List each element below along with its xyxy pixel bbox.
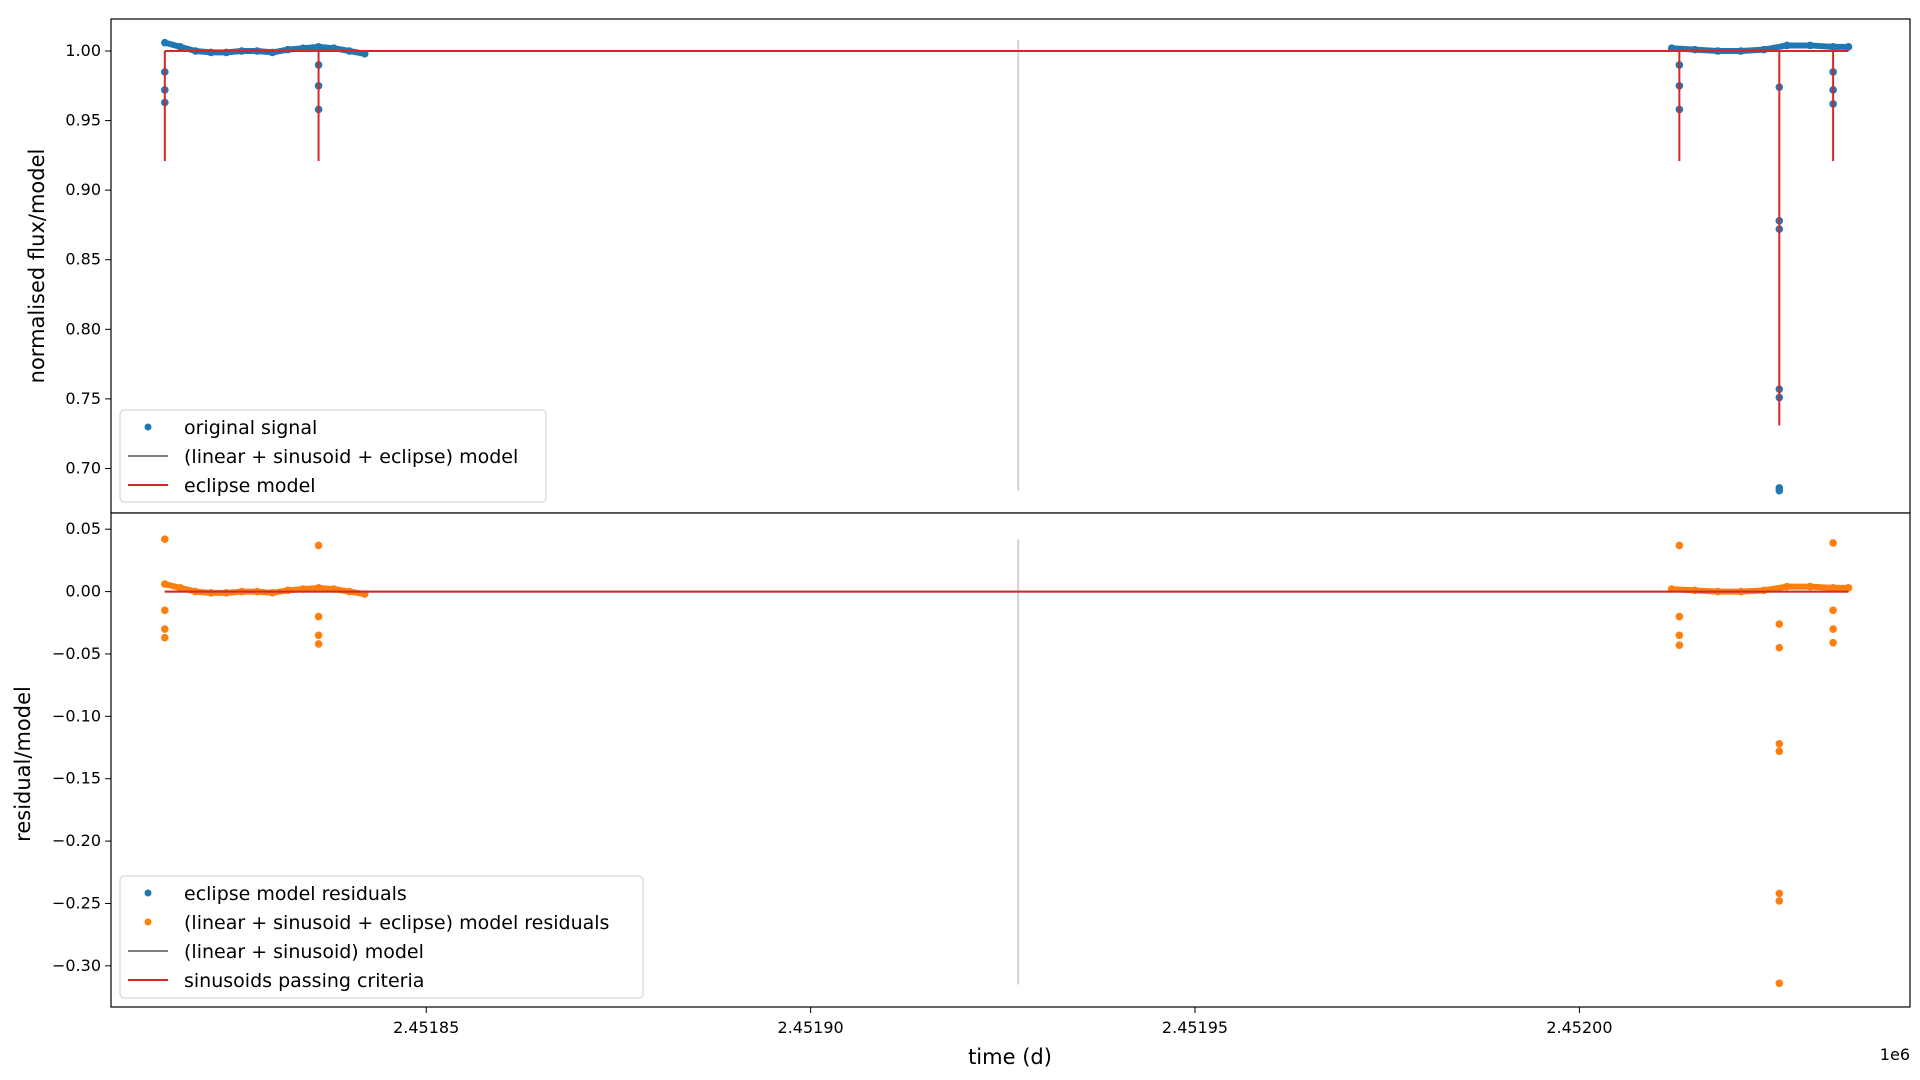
data-point <box>1775 747 1784 756</box>
legend-marker <box>144 918 152 926</box>
bottom-legend: eclipse model residuals (linear + sinusoi… <box>119 875 644 999</box>
data-point <box>1829 638 1837 647</box>
legend-entry-label: (linear + sinusoid + eclipse) model <box>184 446 518 468</box>
data-point-band <box>1760 42 1790 53</box>
y-tick-label: 0.90 <box>65 180 101 199</box>
data-point <box>1829 539 1837 547</box>
x-tick-label: 2.45195 <box>1162 1018 1228 1037</box>
legend-entry-label: (linear + sinusoid) model <box>184 941 424 963</box>
y-tick-label: 0.70 <box>65 458 101 477</box>
top-ticks: 0.70 0.75 0.80 0.85 0.90 0.95 1.00 <box>65 41 111 477</box>
top-y-axis-label: normalised flux/model <box>25 149 49 384</box>
y-tick-label: 0.85 <box>65 250 101 269</box>
data-point <box>1829 606 1837 615</box>
data-point <box>1675 612 1684 621</box>
data-point <box>1775 643 1784 652</box>
legend-entry-label: original signal <box>184 417 317 439</box>
legend-entry-label: sinusoids passing criteria <box>184 970 424 992</box>
data-point <box>1675 541 1684 550</box>
legend-entry-label: (linear + sinusoid + eclipse) model resi… <box>184 912 609 934</box>
data-point <box>1775 486 1784 495</box>
y-tick-label: −0.25 <box>52 893 101 912</box>
top-panel: 0.70 0.75 0.80 0.85 0.90 0.95 1.00 normalised … <box>25 18 1911 514</box>
legend-box <box>119 875 644 999</box>
data-point <box>1775 889 1784 898</box>
x-tick-label: 2.45190 <box>778 1018 844 1037</box>
top-legend: original signal (linear + sinusoid + ecli… <box>119 409 547 503</box>
data-point <box>1775 620 1784 628</box>
top-marks <box>161 38 1853 495</box>
data-point-band <box>1760 583 1790 594</box>
bottom-ticks: −0.30 −0.25 −0.20 −0.15 −0.10 −0.05 0.00 0.05 2.… <box>52 519 1613 1037</box>
data-point-band <box>1807 583 1837 591</box>
y-tick-label: −0.10 <box>52 706 101 725</box>
data-point <box>161 535 169 543</box>
data-point-band <box>1807 42 1837 50</box>
data-point-band <box>1668 586 1698 594</box>
legend-box <box>119 409 547 503</box>
y-tick-label: −0.20 <box>52 831 101 850</box>
data-point <box>314 631 323 640</box>
data-point <box>161 606 169 615</box>
y-tick-label: −0.15 <box>52 769 101 788</box>
x-tick-label: 2.45185 <box>393 1018 459 1037</box>
data-point <box>1775 979 1784 988</box>
x-axis-label: time (d) <box>968 1045 1052 1069</box>
data-point <box>161 633 169 642</box>
legend-marker <box>144 423 152 431</box>
data-point <box>314 612 323 621</box>
x-tick-label: 2.45200 <box>1546 1018 1612 1037</box>
bottom-y-axis-label: residual/model <box>11 686 35 842</box>
data-point <box>1675 631 1684 640</box>
y-tick-label: −0.05 <box>52 644 101 663</box>
data-point <box>161 625 169 633</box>
y-tick-label: 0.05 <box>65 519 101 538</box>
y-tick-label: 0.00 <box>65 582 101 601</box>
legend-marker <box>144 889 152 897</box>
data-point <box>314 640 323 648</box>
data-point <box>1775 897 1784 905</box>
y-tick-label: −0.30 <box>52 956 101 975</box>
bottom-plot-frame <box>110 512 1911 1008</box>
bottom-panel: −0.30 −0.25 −0.20 −0.15 −0.10 −0.05 0.00 0.05 2.… <box>11 512 1911 1069</box>
x-axis-offset-label: 1e6 <box>1880 1045 1910 1064</box>
data-point <box>1675 641 1684 650</box>
y-tick-label: 0.95 <box>65 111 101 130</box>
legend-entry-label: eclipse model <box>184 475 316 497</box>
y-tick-label: 0.75 <box>65 389 101 408</box>
data-point <box>1829 625 1837 633</box>
data-point-band <box>1668 45 1698 53</box>
data-point <box>314 541 323 550</box>
y-tick-label: 1.00 <box>65 41 101 60</box>
data-point <box>1775 739 1784 748</box>
bottom-marks <box>161 535 1853 988</box>
y-tick-label: 0.80 <box>65 319 101 338</box>
legend-entry-label: eclipse model residuals <box>184 883 407 905</box>
